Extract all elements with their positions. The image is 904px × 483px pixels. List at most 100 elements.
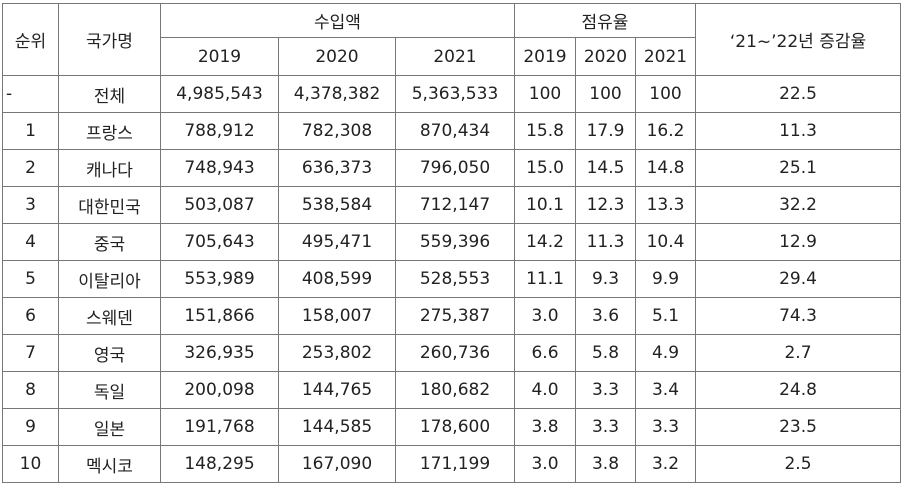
- table-row: 1 프랑스 788,912 782,308 870,434 15.8 17.9 16.2 11.…: [2, 112, 901, 150]
- share-2020-cell: 3.3: [575, 408, 636, 446]
- table-row: - 전체 4,985,543 4,378,382 5,363,533 100 100 100 2…: [2, 75, 901, 113]
- share-2019-cell: 14.2: [514, 223, 576, 261]
- change-rate-cell: 74.3: [695, 297, 901, 335]
- table-row: 8 독일 200,098 144,765 180,682 4.0 3.3 3.4 24.8: [2, 371, 901, 409]
- import-2020-cell: 144,765: [278, 371, 396, 409]
- share-2021-cell: 14.8: [635, 149, 696, 187]
- import-2020-cell: 4,378,382: [278, 75, 396, 113]
- share-2020-cell: 11.3: [575, 223, 636, 261]
- share-2019-cell: 4.0: [514, 371, 576, 409]
- change-rate-cell: 23.5: [695, 408, 901, 446]
- share-2020-cell: 3.6: [575, 297, 636, 335]
- import-2019-cell: 326,935: [160, 334, 279, 372]
- rank-cell: 4: [2, 223, 59, 261]
- table-row: 10 멕시코 148,295 167,090 171,199 3.0 3.8 3.2 2.5: [2, 445, 901, 483]
- rank-cell: 10: [2, 445, 59, 483]
- share-2021-cell: 13.3: [635, 186, 696, 224]
- country-cell: 전체: [58, 75, 161, 113]
- change-rate-cell: 25.1: [695, 149, 901, 187]
- country-cell: 영국: [58, 334, 161, 372]
- table-body: - 전체 4,985,543 4,378,382 5,363,533 100 100 100 2…: [2, 75, 901, 483]
- import-2020-cell: 158,007: [278, 297, 396, 335]
- share-2019-cell: 100: [514, 75, 576, 113]
- import-2021-cell: 559,396: [395, 223, 515, 261]
- import-2019-cell: 503,087: [160, 186, 279, 224]
- share-2020-cell: 9.3: [575, 260, 636, 298]
- share-2020-cell: 17.9: [575, 112, 636, 150]
- country-cell: 독일: [58, 371, 161, 409]
- share-2021-cell: 3.4: [635, 371, 696, 409]
- change-rate-cell: 22.5: [695, 75, 901, 113]
- share-2019-cell: 15.0: [514, 149, 576, 187]
- country-cell: 이탈리아: [58, 260, 161, 298]
- header-share-year: 2021: [635, 37, 696, 76]
- country-cell: 중국: [58, 223, 161, 261]
- share-2021-cell: 5.1: [635, 297, 696, 335]
- rank-cell: 1: [2, 112, 59, 150]
- share-2019-cell: 10.1: [514, 186, 576, 224]
- import-2019-cell: 553,989: [160, 260, 279, 298]
- import-2019-cell: 4,985,543: [160, 75, 279, 113]
- import-2019-cell: 748,943: [160, 149, 279, 187]
- import-2021-cell: 171,199: [395, 445, 515, 483]
- rank-cell: 7: [2, 334, 59, 372]
- rank-cell: 8: [2, 371, 59, 409]
- header-rank: 순위: [2, 3, 59, 76]
- table-row: 2 캐나다 748,943 636,373 796,050 15.0 14.5 14.8 25.…: [2, 149, 901, 187]
- change-rate-cell: 29.4: [695, 260, 901, 298]
- change-rate-cell: 32.2: [695, 186, 901, 224]
- share-2021-cell: 9.9: [635, 260, 696, 298]
- share-2021-cell: 100: [635, 75, 696, 113]
- import-2020-cell: 167,090: [278, 445, 396, 483]
- import-2021-cell: 712,147: [395, 186, 515, 224]
- share-2020-cell: 12.3: [575, 186, 636, 224]
- header-import-year: 2021: [395, 37, 515, 76]
- import-2020-cell: 538,584: [278, 186, 396, 224]
- rank-cell: 6: [2, 297, 59, 335]
- import-2021-cell: 180,682: [395, 371, 515, 409]
- import-table: 순위 국가명 수입액 점유율 ‘21~’22년 증감율 2019 2020 20…: [2, 3, 901, 483]
- table-row: 3 대한민국 503,087 538,584 712,147 10.1 12.3 13.3 32…: [2, 186, 901, 224]
- import-2019-cell: 191,768: [160, 408, 279, 446]
- header-import-amount: 수입액: [160, 3, 515, 38]
- import-2019-cell: 705,643: [160, 223, 279, 261]
- rank-cell: -: [2, 75, 59, 113]
- table-row: 4 중국 705,643 495,471 559,396 14.2 11.3 10.4 12.9: [2, 223, 901, 261]
- header-change-rate: ‘21~’22년 증감율: [695, 3, 901, 76]
- import-2021-cell: 5,363,533: [395, 75, 515, 113]
- import-2020-cell: 144,585: [278, 408, 396, 446]
- share-2020-cell: 5.8: [575, 334, 636, 372]
- share-2020-cell: 3.3: [575, 371, 636, 409]
- share-2020-cell: 14.5: [575, 149, 636, 187]
- import-2020-cell: 782,308: [278, 112, 396, 150]
- change-rate-cell: 12.9: [695, 223, 901, 261]
- country-cell: 프랑스: [58, 112, 161, 150]
- share-2019-cell: 3.8: [514, 408, 576, 446]
- change-rate-cell: 11.3: [695, 112, 901, 150]
- header-share-year: 2020: [575, 37, 636, 76]
- import-2019-cell: 148,295: [160, 445, 279, 483]
- import-2021-cell: 796,050: [395, 149, 515, 187]
- import-2020-cell: 495,471: [278, 223, 396, 261]
- header-import-year: 2020: [278, 37, 396, 76]
- table-row: 6 스웨덴 151,866 158,007 275,387 3.0 3.6 5.1 74.3: [2, 297, 901, 335]
- table-row: 5 이탈리아 553,989 408,599 528,553 11.1 9.3 9.9 29.4: [2, 260, 901, 298]
- share-2019-cell: 11.1: [514, 260, 576, 298]
- header-import-year: 2019: [160, 37, 279, 76]
- share-2019-cell: 3.0: [514, 445, 576, 483]
- country-cell: 스웨덴: [58, 297, 161, 335]
- import-2020-cell: 408,599: [278, 260, 396, 298]
- rank-cell: 9: [2, 408, 59, 446]
- import-2019-cell: 151,866: [160, 297, 279, 335]
- share-2021-cell: 3.3: [635, 408, 696, 446]
- import-2021-cell: 260,736: [395, 334, 515, 372]
- table-header: 순위 국가명 수입액 점유율 ‘21~’22년 증감율 2019 2020 20…: [2, 3, 901, 76]
- header-country: 국가명: [58, 3, 161, 76]
- share-2021-cell: 10.4: [635, 223, 696, 261]
- header-share-year: 2019: [514, 37, 576, 76]
- header-share: 점유율: [514, 3, 696, 38]
- import-2021-cell: 870,434: [395, 112, 515, 150]
- share-2021-cell: 4.9: [635, 334, 696, 372]
- rank-cell: 5: [2, 260, 59, 298]
- rank-cell: 2: [2, 149, 59, 187]
